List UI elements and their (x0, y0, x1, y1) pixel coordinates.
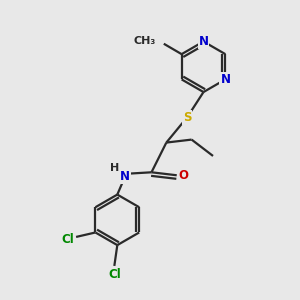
Text: N: N (220, 73, 230, 86)
Text: S: S (183, 111, 191, 124)
Text: H: H (110, 164, 120, 173)
Text: N: N (199, 35, 208, 48)
Text: Cl: Cl (61, 233, 74, 246)
Text: N: N (120, 170, 130, 183)
Text: CH₃: CH₃ (133, 36, 155, 46)
Text: Cl: Cl (108, 268, 121, 281)
Text: O: O (178, 169, 188, 182)
